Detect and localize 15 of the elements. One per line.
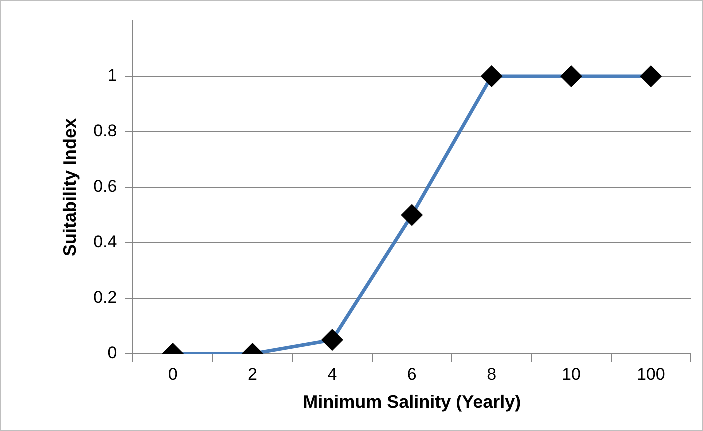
y-tick-label: 0.8 — [94, 122, 118, 141]
x-tick-label: 4 — [328, 364, 338, 384]
x-tick-label: 100 — [636, 364, 666, 384]
y-tick-label: 1 — [108, 66, 118, 86]
x-axis-title: Minimum Salinity (Yearly) — [303, 392, 522, 412]
y-tick-label: 0.4 — [94, 232, 118, 252]
y-tick-label: 0 — [108, 344, 118, 363]
y-tick-label: 0.2 — [94, 288, 118, 308]
x-tick-label: 10 — [562, 364, 581, 384]
x-tick-label: 6 — [407, 364, 417, 384]
x-tick-label: 8 — [487, 364, 497, 384]
y-tick-label: 0.6 — [94, 177, 118, 196]
y-axis-title: Suitability Index — [60, 118, 80, 257]
x-tick-label: 2 — [248, 364, 258, 384]
x-tick-label: 0 — [168, 364, 178, 384]
